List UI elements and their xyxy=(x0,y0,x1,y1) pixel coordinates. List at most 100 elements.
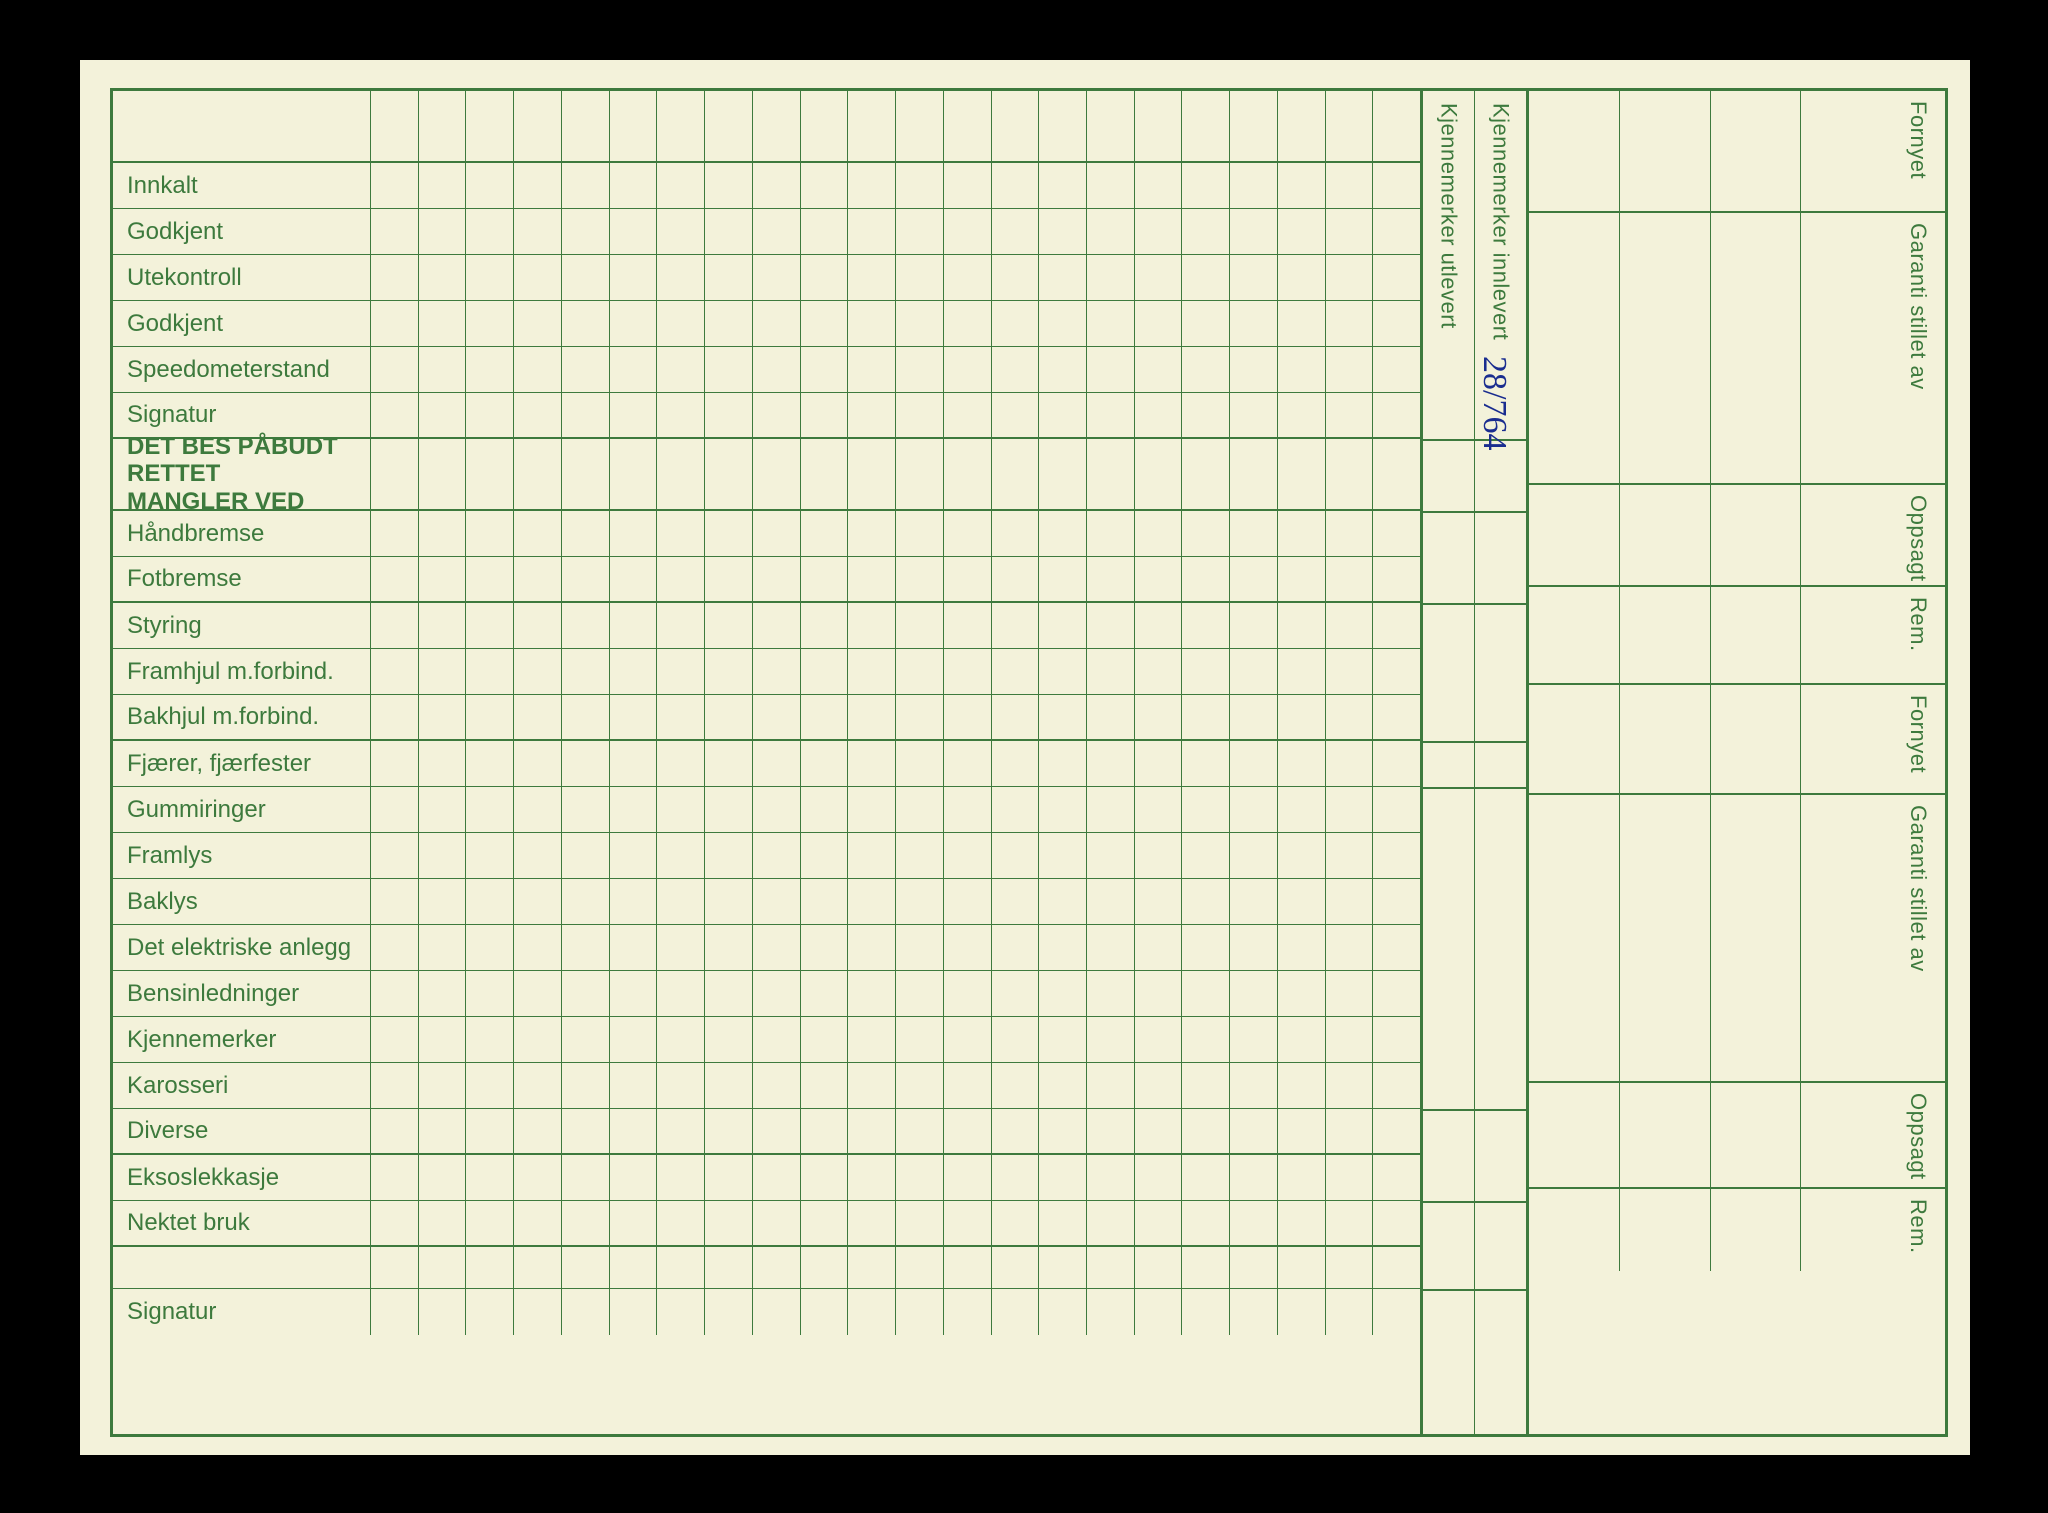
right-grid-row xyxy=(1529,213,1891,485)
grid-cell xyxy=(610,833,658,878)
grid-cell xyxy=(1230,649,1278,694)
right-grid-cell xyxy=(1801,485,1891,585)
grid-cell xyxy=(848,695,896,739)
grid-cell xyxy=(801,163,849,208)
right-label: Fornyet xyxy=(1891,91,1945,213)
grid-cell xyxy=(419,1289,467,1335)
grid-cell xyxy=(466,1017,514,1062)
table-row: Fjærer, fjærfester xyxy=(113,741,1420,787)
right-grid-cell xyxy=(1620,795,1711,1081)
grid-cell xyxy=(848,439,896,509)
grid-cell xyxy=(466,1289,514,1335)
right-grid-row xyxy=(1529,587,1891,685)
grid-cell xyxy=(753,163,801,208)
grid-cell xyxy=(1373,879,1420,924)
grid-cell xyxy=(514,557,562,601)
grid-cell xyxy=(753,557,801,601)
table-row xyxy=(113,1247,1420,1289)
grid-cell xyxy=(992,603,1040,648)
grid-cell xyxy=(657,695,705,739)
grid-cell xyxy=(371,557,419,601)
grid-cell xyxy=(371,255,419,300)
grid-cell xyxy=(1326,787,1374,832)
grid-cell xyxy=(753,255,801,300)
grid-cell xyxy=(992,557,1040,601)
right-grid-row xyxy=(1529,1189,1891,1271)
right-label-text: Rem. xyxy=(1905,1199,1931,1254)
grid-cell xyxy=(944,1155,992,1200)
right-grid-cell xyxy=(1801,685,1891,793)
grid-cell xyxy=(514,163,562,208)
grid-cell xyxy=(801,695,849,739)
grid-cell xyxy=(610,787,658,832)
grid-cell xyxy=(1039,1155,1087,1200)
grid-cell xyxy=(371,1247,419,1288)
grid-cell xyxy=(1087,347,1135,392)
right-grid-cell xyxy=(1529,795,1620,1081)
grid-cell xyxy=(1373,91,1420,161)
grid-cell xyxy=(1182,649,1230,694)
grid-cell xyxy=(1278,695,1326,739)
grid-cell xyxy=(848,347,896,392)
grid-cell xyxy=(1278,209,1326,254)
grid-cell xyxy=(896,301,944,346)
grid-cell xyxy=(1039,1109,1087,1153)
kj-col-utlevert: Kjennemerker utlevert xyxy=(1423,91,1475,1434)
grid-cell xyxy=(896,1017,944,1062)
row-label: Bakhjul m.forbind. xyxy=(113,695,371,739)
grid-cell xyxy=(466,163,514,208)
grid-cell xyxy=(896,347,944,392)
grid-cell xyxy=(466,833,514,878)
grid-cells xyxy=(371,511,1420,556)
grid-cell xyxy=(801,393,849,437)
grid-cell xyxy=(1278,301,1326,346)
grid-cell xyxy=(419,1247,467,1288)
grid-cell xyxy=(562,1201,610,1245)
grid-cell xyxy=(1039,1063,1087,1108)
grid-cell xyxy=(514,1247,562,1288)
grid-cell xyxy=(466,393,514,437)
grid-cell xyxy=(1182,301,1230,346)
right-grid-cell xyxy=(1801,1189,1891,1271)
grid-cell xyxy=(562,393,610,437)
grid-cell xyxy=(1230,879,1278,924)
grid-cell xyxy=(1278,393,1326,437)
grid-cell xyxy=(562,1063,610,1108)
grid-cell xyxy=(466,1109,514,1153)
grid-cell xyxy=(419,511,467,556)
grid-cell xyxy=(1326,879,1374,924)
grid-cell xyxy=(1326,255,1374,300)
row-label: Utekontroll xyxy=(113,255,371,300)
grid-cell xyxy=(1087,439,1135,509)
grid-cell xyxy=(1326,1017,1374,1062)
grid-cell xyxy=(514,439,562,509)
right-grid-cell xyxy=(1711,91,1802,211)
grid-cell xyxy=(1039,879,1087,924)
grid-cell xyxy=(657,1155,705,1200)
grid-cell xyxy=(753,1109,801,1153)
kj-cell xyxy=(1475,743,1526,789)
grid-cell xyxy=(848,1247,896,1288)
grid-cell xyxy=(753,347,801,392)
grid-cell xyxy=(705,787,753,832)
grid-cell xyxy=(944,649,992,694)
grid-cell xyxy=(848,833,896,878)
grid-cell xyxy=(657,557,705,601)
grid-cell xyxy=(1087,557,1135,601)
grid-cell xyxy=(514,1017,562,1062)
grid-cell xyxy=(514,347,562,392)
grid-cell xyxy=(562,833,610,878)
right-grid-cell xyxy=(1711,587,1802,683)
table-row: DET BES PÅBUDT RETTETMANGLER VED xyxy=(113,439,1420,511)
grid-cells xyxy=(371,971,1420,1016)
grid-cell xyxy=(1230,1289,1278,1335)
grid-cell xyxy=(371,971,419,1016)
grid-cell xyxy=(896,1247,944,1288)
right-label-text: Rem. xyxy=(1905,597,1931,652)
grid-cell xyxy=(610,511,658,556)
document-card: InnkaltGodkjentUtekontrollGodkjentSpeedo… xyxy=(80,60,1970,1455)
grid-cell xyxy=(1039,833,1087,878)
grid-cell xyxy=(657,1201,705,1245)
grid-cell xyxy=(705,557,753,601)
grid-cell xyxy=(610,209,658,254)
